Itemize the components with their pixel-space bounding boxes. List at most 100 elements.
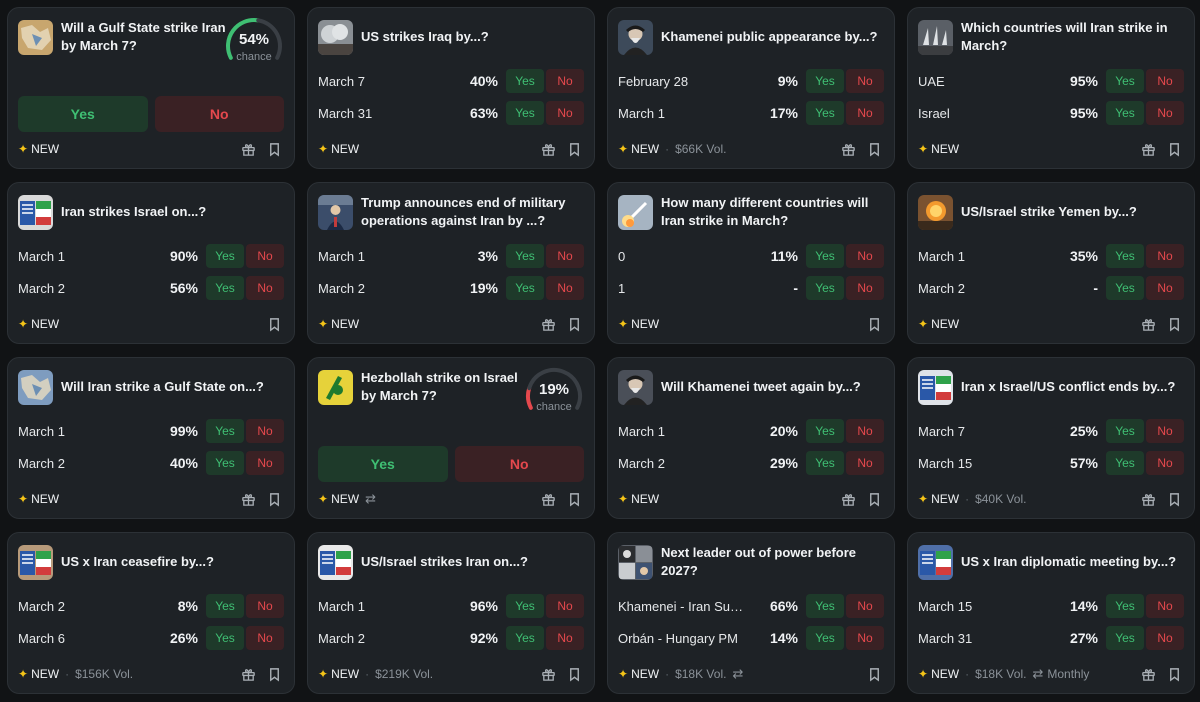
market-card[interactable]: How many different countries will Iran s… bbox=[607, 182, 895, 344]
outcome-row[interactable]: March 31 27% Yes No bbox=[918, 626, 1184, 650]
gift-icon[interactable] bbox=[838, 489, 858, 509]
no-button[interactable]: No bbox=[1146, 419, 1184, 443]
market-card[interactable]: US x Iran diplomatic meeting by...? Marc… bbox=[907, 532, 1195, 694]
market-card[interactable]: Which countries will Iran strike in Marc… bbox=[907, 7, 1195, 169]
outcome-row[interactable]: March 15 14% Yes No bbox=[918, 594, 1184, 618]
yes-button[interactable]: Yes bbox=[506, 101, 544, 125]
card-title[interactable]: Iran x Israel/US conflict ends by...? bbox=[961, 379, 1176, 394]
card-header[interactable]: US x Iran diplomatic meeting by...? bbox=[918, 542, 1184, 582]
buy-yes-button[interactable]: Yes bbox=[18, 96, 148, 132]
market-card[interactable]: Will Khamenei tweet again by...? March 1… bbox=[607, 357, 895, 519]
outcome-row[interactable]: March 1 20% Yes No bbox=[618, 419, 884, 443]
no-button[interactable]: No bbox=[846, 451, 884, 475]
market-card[interactable]: Will a Gulf State strike Iran by March 7… bbox=[7, 7, 295, 169]
card-header[interactable]: Hezbollah strike on Israel by March 7? bbox=[318, 367, 584, 407]
card-header[interactable]: US strikes Iraq by...? bbox=[318, 17, 584, 57]
card-header[interactable]: Khamenei public appearance by...? bbox=[618, 17, 884, 57]
card-title[interactable]: Khamenei public appearance by...? bbox=[661, 29, 878, 44]
buy-yes-button[interactable]: Yes bbox=[318, 446, 448, 482]
card-header[interactable]: Iran x Israel/US conflict ends by...? bbox=[918, 367, 1184, 407]
yes-button[interactable]: Yes bbox=[206, 594, 244, 618]
bookmark-icon[interactable] bbox=[564, 664, 584, 684]
gift-icon[interactable] bbox=[1138, 139, 1158, 159]
outcome-row[interactable]: March 1 96% Yes No bbox=[318, 594, 584, 618]
gift-icon[interactable] bbox=[238, 139, 258, 159]
gift-icon[interactable] bbox=[1138, 664, 1158, 684]
no-button[interactable]: No bbox=[1146, 276, 1184, 300]
outcome-row[interactable]: March 1 17% Yes No bbox=[618, 101, 884, 125]
card-header[interactable]: Will a Gulf State strike Iran by March 7… bbox=[18, 17, 284, 57]
bookmark-icon[interactable] bbox=[864, 664, 884, 684]
no-button[interactable]: No bbox=[846, 419, 884, 443]
no-button[interactable]: No bbox=[846, 626, 884, 650]
outcome-row[interactable]: March 31 63% Yes No bbox=[318, 101, 584, 125]
no-button[interactable]: No bbox=[846, 594, 884, 618]
bookmark-icon[interactable] bbox=[1164, 139, 1184, 159]
outcome-row[interactable]: March 2 - Yes No bbox=[918, 276, 1184, 300]
yes-button[interactable]: Yes bbox=[1106, 69, 1144, 93]
no-button[interactable]: No bbox=[246, 419, 284, 443]
yes-button[interactable]: Yes bbox=[506, 626, 544, 650]
card-header[interactable]: How many different countries will Iran s… bbox=[618, 192, 884, 232]
no-button[interactable]: No bbox=[1146, 69, 1184, 93]
yes-button[interactable]: Yes bbox=[206, 244, 244, 268]
gift-icon[interactable] bbox=[238, 664, 258, 684]
yes-button[interactable]: Yes bbox=[806, 594, 844, 618]
no-button[interactable]: No bbox=[846, 69, 884, 93]
card-title[interactable]: Trump announces end of military operatio… bbox=[361, 195, 566, 228]
market-card[interactable]: Hezbollah strike on Israel by March 7? 1… bbox=[307, 357, 595, 519]
card-header[interactable]: Which countries will Iran strike in Marc… bbox=[918, 17, 1184, 57]
yes-button[interactable]: Yes bbox=[806, 276, 844, 300]
no-button[interactable]: No bbox=[546, 276, 584, 300]
buy-no-button[interactable]: No bbox=[454, 446, 584, 482]
card-title[interactable]: Will a Gulf State strike Iran by March 7… bbox=[61, 20, 226, 53]
card-header[interactable]: Will Iran strike a Gulf State on...? bbox=[18, 367, 284, 407]
bookmark-icon[interactable] bbox=[264, 139, 284, 159]
bookmark-icon[interactable] bbox=[864, 314, 884, 334]
yes-button[interactable]: Yes bbox=[1106, 626, 1144, 650]
no-button[interactable]: No bbox=[1146, 594, 1184, 618]
card-header[interactable]: US/Israel strike Yemen by...? bbox=[918, 192, 1184, 232]
card-title[interactable]: Which countries will Iran strike in Marc… bbox=[961, 20, 1168, 53]
card-title[interactable]: Will Khamenei tweet again by...? bbox=[661, 379, 861, 394]
card-title[interactable]: Will Iran strike a Gulf State on...? bbox=[61, 379, 264, 394]
market-card[interactable]: Trump announces end of military operatio… bbox=[307, 182, 595, 344]
outcome-row[interactable]: March 1 90% Yes No bbox=[18, 244, 284, 268]
yes-button[interactable]: Yes bbox=[206, 276, 244, 300]
bookmark-icon[interactable] bbox=[1164, 314, 1184, 334]
card-header[interactable]: Trump announces end of military operatio… bbox=[318, 192, 584, 232]
card-title[interactable]: Next leader out of power before 2027? bbox=[661, 545, 857, 578]
card-title[interactable]: How many different countries will Iran s… bbox=[661, 195, 869, 228]
no-button[interactable]: No bbox=[246, 594, 284, 618]
card-header[interactable]: Will Khamenei tweet again by...? bbox=[618, 367, 884, 407]
outcome-row[interactable]: March 2 29% Yes No bbox=[618, 451, 884, 475]
outcome-row[interactable]: Khamenei - Iran Sup... 66% Yes No bbox=[618, 594, 884, 618]
buy-no-button[interactable]: No bbox=[154, 96, 284, 132]
market-card[interactable]: US/Israel strikes Iran on...? March 1 96… bbox=[307, 532, 595, 694]
card-title[interactable]: US x Iran ceasefire by...? bbox=[61, 554, 214, 569]
gift-icon[interactable] bbox=[1138, 489, 1158, 509]
no-button[interactable]: No bbox=[546, 626, 584, 650]
gift-icon[interactable] bbox=[538, 489, 558, 509]
market-card[interactable]: Iran strikes Israel on...? March 1 90% Y… bbox=[7, 182, 295, 344]
yes-button[interactable]: Yes bbox=[806, 101, 844, 125]
outcome-row[interactable]: March 2 40% Yes No bbox=[18, 451, 284, 475]
outcome-row[interactable]: March 2 92% Yes No bbox=[318, 626, 584, 650]
no-button[interactable]: No bbox=[546, 244, 584, 268]
outcome-row[interactable]: February 28 9% Yes No bbox=[618, 69, 884, 93]
outcome-row[interactable]: March 7 40% Yes No bbox=[318, 69, 584, 93]
no-button[interactable]: No bbox=[246, 626, 284, 650]
no-button[interactable]: No bbox=[846, 101, 884, 125]
yes-button[interactable]: Yes bbox=[206, 451, 244, 475]
market-card[interactable]: Khamenei public appearance by...? Februa… bbox=[607, 7, 895, 169]
bookmark-icon[interactable] bbox=[1164, 489, 1184, 509]
bookmark-icon[interactable] bbox=[564, 314, 584, 334]
outcome-row[interactable]: March 15 57% Yes No bbox=[918, 451, 1184, 475]
yes-button[interactable]: Yes bbox=[506, 69, 544, 93]
gift-icon[interactable] bbox=[238, 489, 258, 509]
outcome-row[interactable]: UAE 95% Yes No bbox=[918, 69, 1184, 93]
gift-icon[interactable] bbox=[538, 314, 558, 334]
no-button[interactable]: No bbox=[246, 244, 284, 268]
gift-icon[interactable] bbox=[1138, 314, 1158, 334]
yes-button[interactable]: Yes bbox=[806, 626, 844, 650]
